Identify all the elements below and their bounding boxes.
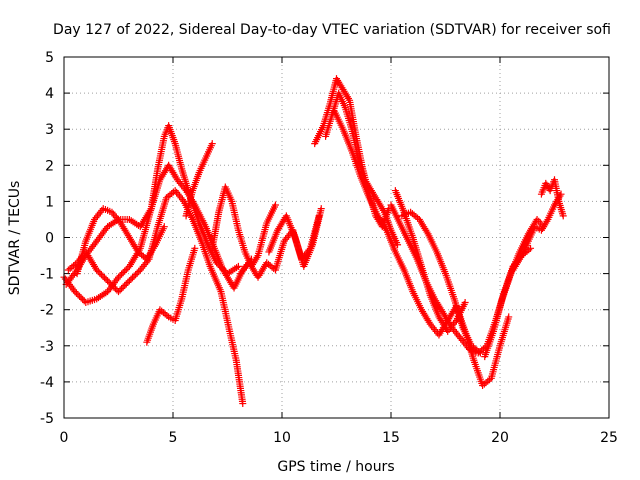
data-point-interp [127,275,135,283]
data-point [115,273,122,281]
data-point-interp [80,297,88,305]
data-point-interp [74,291,82,299]
data-point-interp [124,278,132,286]
data-point-interp [118,270,126,278]
data-point-interp [111,285,119,293]
data-point-interp [119,269,127,277]
data-point [271,201,279,209]
data-point-interp [133,269,141,277]
data-point [394,241,402,249]
data-point-interp [130,272,138,280]
y-tick-label: 4 [45,86,54,102]
series-sat-4 [73,205,168,278]
data-point-interp [107,280,115,288]
y-tick-label: -2 [40,303,54,319]
y-tick-label: 0 [45,231,54,247]
data-point-interp [97,271,105,279]
x-tick-label: 20 [491,430,509,446]
data-point-interp [96,269,104,277]
x-tick-label: 0 [60,430,69,446]
series-sat-7 [208,183,279,270]
data-point-interp [116,272,124,280]
plot-frame [63,56,610,419]
data-point-interp [118,285,126,293]
data-point-interp [129,274,137,282]
y-tick-labels: -5 -4 -3 -2 -1 0 1 2 3 4 5 [40,50,54,427]
chart-title: Day 127 of 2022, Sidereal Day-to-day VTE… [53,22,611,38]
data-point [505,313,513,321]
data-point-interp [119,283,127,291]
series-sat-9 [265,205,325,270]
data-point-interp [121,267,129,275]
x-tick-label: 15 [382,430,400,446]
y-tick-label: -1 [40,267,54,283]
data-point-interp [135,268,143,276]
data-point-interp [99,272,107,280]
data-point-interp [76,292,84,300]
data-point [559,212,567,220]
data-point [461,298,469,306]
data-point [239,400,247,408]
x-tick-label: 25 [600,430,618,446]
x-tick-label: 5 [169,430,178,446]
y-tick-label: 2 [45,158,54,174]
data-point-interp [116,286,124,294]
data-point [125,277,133,285]
data-point [527,244,535,252]
x-tick-label: 10 [273,430,291,446]
data-point [191,244,199,252]
series-sat-18 [537,176,567,220]
data-point [160,223,168,231]
data-point [71,288,79,296]
data-point-interp [105,278,113,286]
data-point [234,262,242,270]
x-tick-labels: 0 5 10 15 20 25 [60,430,618,446]
series-sat-6 [182,140,216,220]
data-point-interp [122,280,130,288]
data-points [60,75,567,408]
data-point [317,205,325,213]
data-point [115,288,122,296]
data-point-interp [132,271,140,279]
series-sat-14 [398,208,484,357]
y-tick-label: 3 [45,122,54,138]
series-sat-16 [481,215,548,361]
data-point-interp [72,289,80,297]
data-point-interp [77,294,85,302]
y-tick-label: 5 [45,50,54,66]
x-axis-title: GPS time / hours [277,459,394,475]
series-sat-3 [64,187,247,408]
series-sat-15 [391,187,469,335]
grid-lines [64,57,609,418]
data-point-interp [110,283,118,291]
data-point-interp [108,281,116,289]
data-point-interp [122,265,130,273]
data-point [476,349,484,357]
data-point-interp [94,268,102,276]
data-point-interp [102,275,110,283]
y-tick-label: -3 [40,339,54,355]
series-sat-5 [143,244,199,346]
y-tick-label: -4 [40,375,54,391]
y-tick-label: 1 [45,194,54,210]
data-point [93,266,101,274]
y-axis-title: SDTVAR / TECUs [7,181,23,296]
y-tick-label: -5 [40,411,54,427]
data-point [104,277,112,285]
data-point-interp [121,281,129,289]
data-point-interp [79,295,87,303]
data-point [208,140,216,148]
data-point-interp [100,274,108,282]
